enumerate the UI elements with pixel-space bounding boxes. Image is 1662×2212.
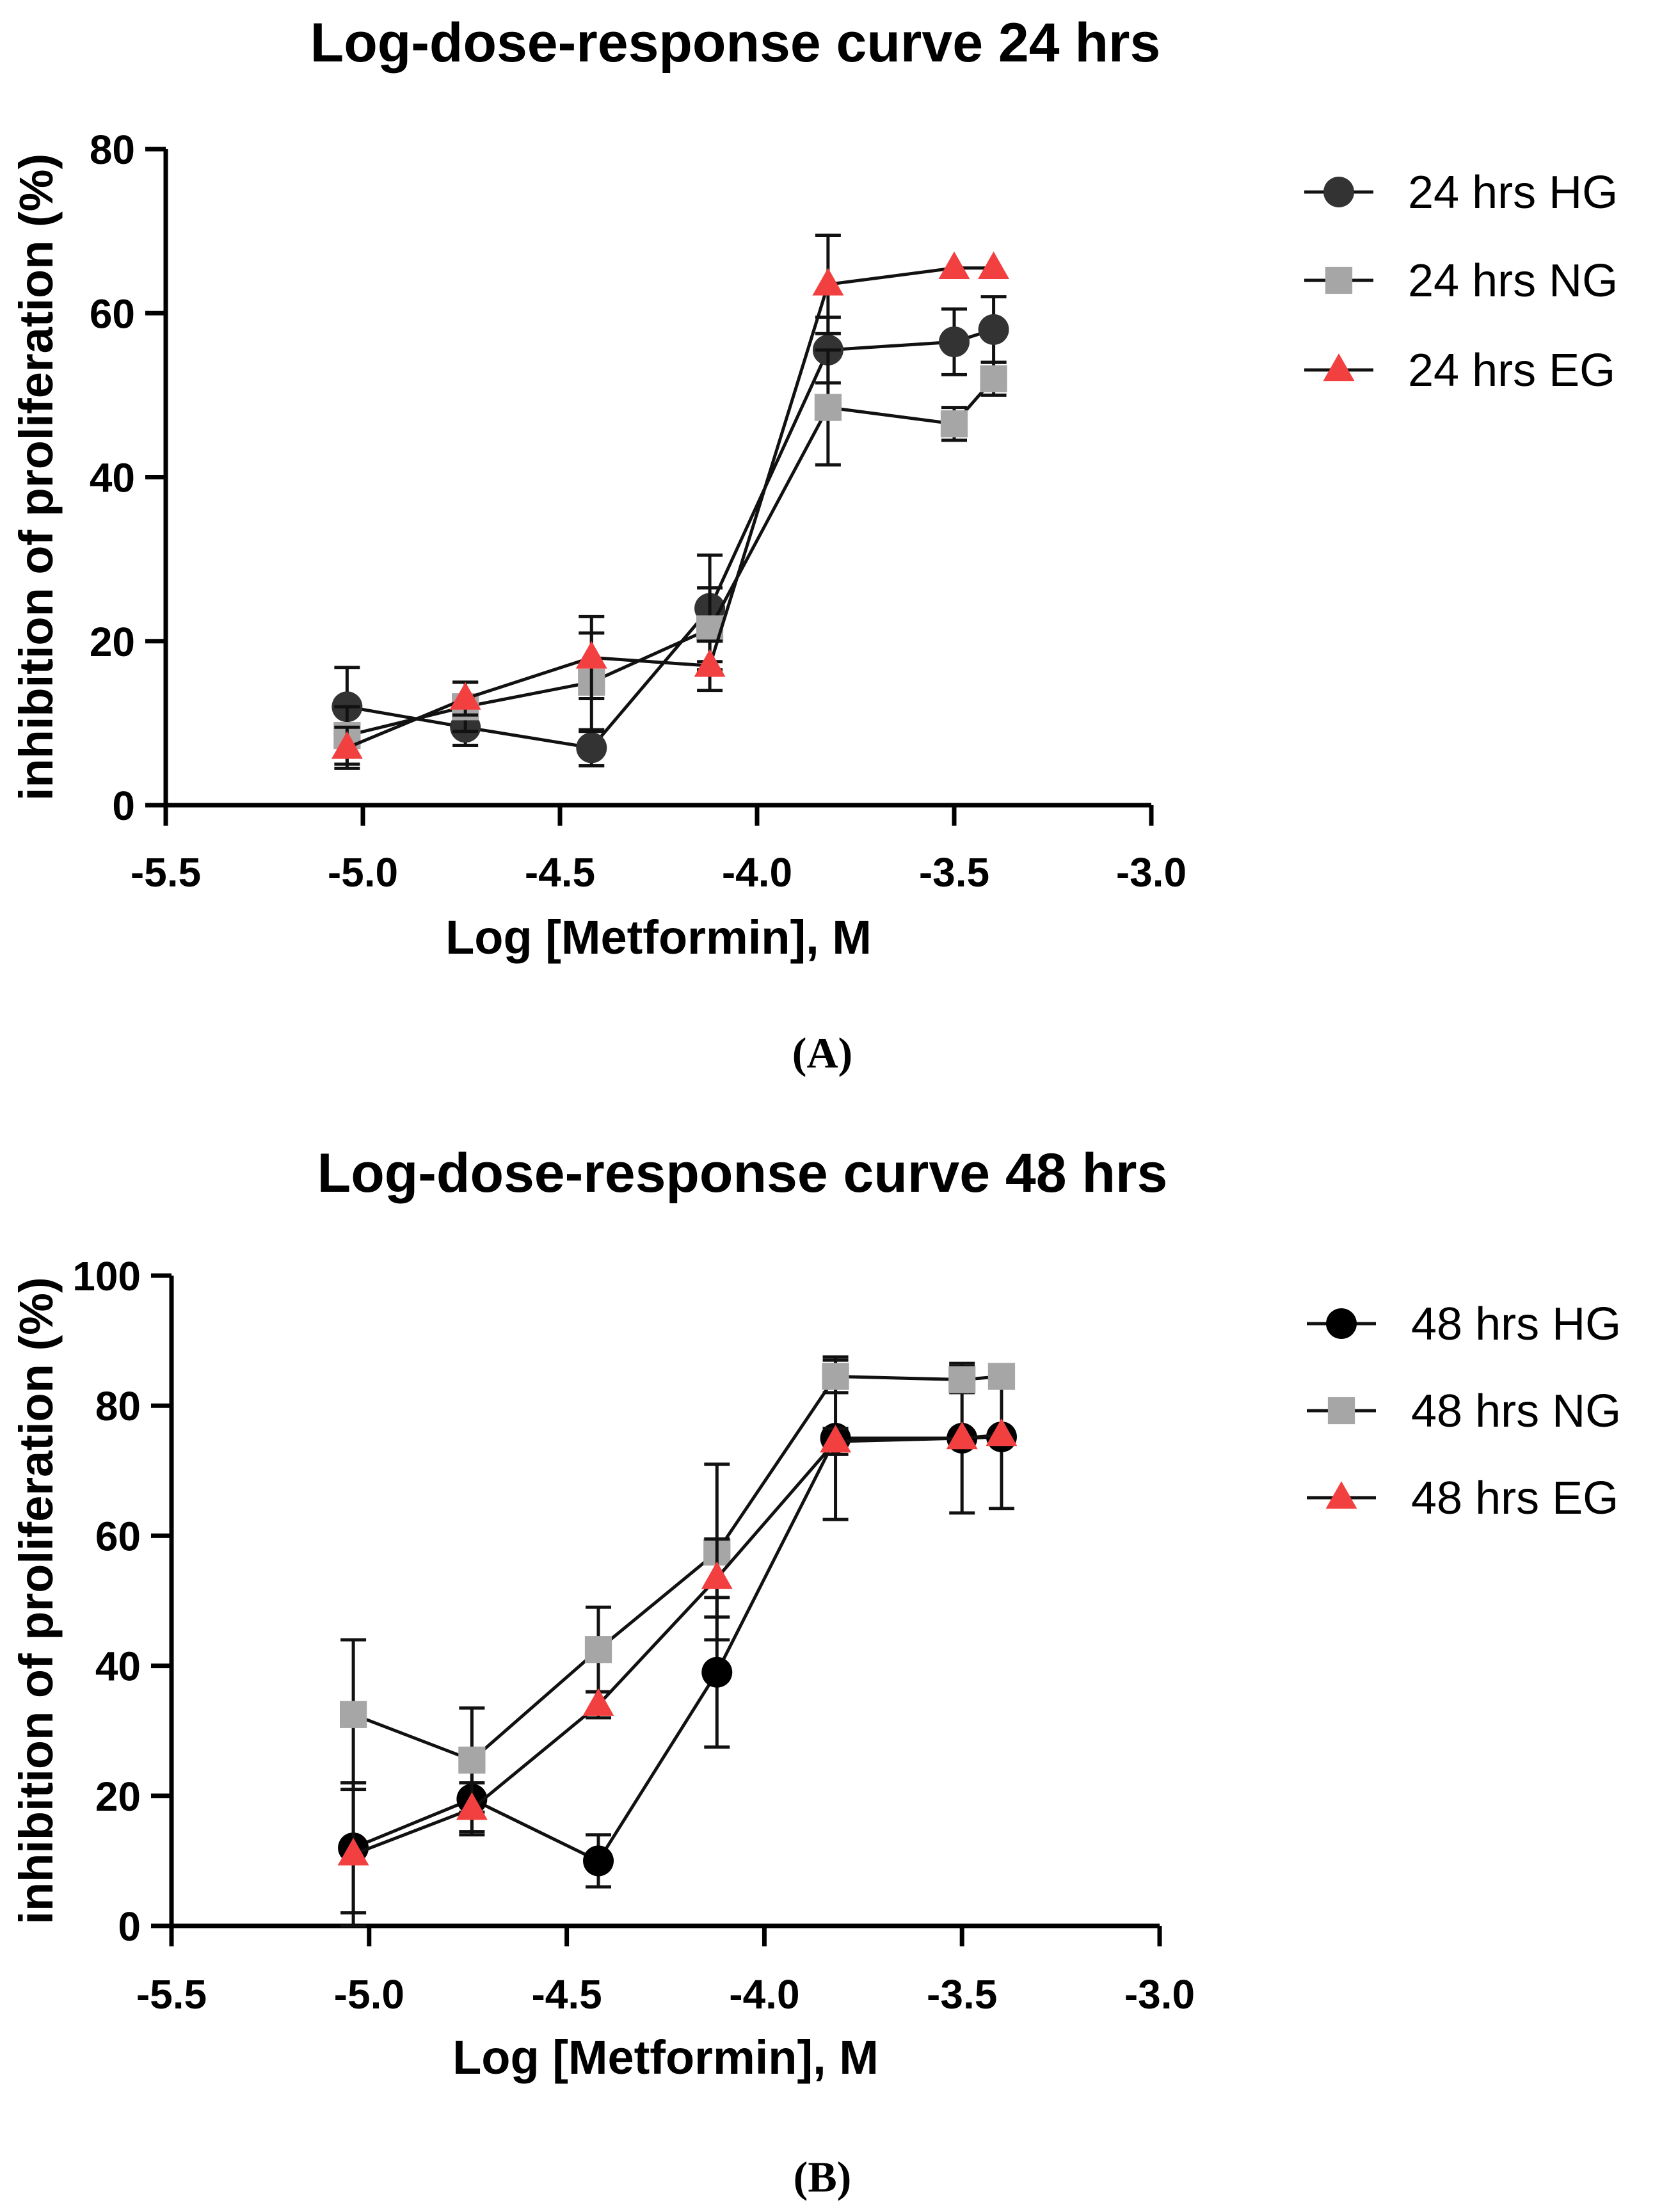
x-tick-label: -5.5 <box>136 1971 207 2017</box>
legend-label: 24 hrs HG <box>1408 167 1618 218</box>
x-tick-label: -3.0 <box>1116 849 1187 895</box>
data-point <box>978 251 1010 280</box>
data-point <box>449 682 481 710</box>
x-axis-label: Log [Metformin], M <box>452 2031 879 2084</box>
x-tick-label: -4.5 <box>525 849 595 895</box>
x-tick-label: -3.5 <box>927 1971 997 2017</box>
data-point <box>576 732 607 764</box>
legend-label: 24 hrs NG <box>1408 255 1618 307</box>
legend-item: 24 hrs NG <box>1304 255 1618 307</box>
legend-item: 48 hrs NG <box>1307 1386 1621 1437</box>
legend-item: 48 hrs HG <box>1307 1299 1621 1350</box>
data-point <box>694 649 726 677</box>
data-point <box>814 394 842 421</box>
data-point <box>948 1366 976 1393</box>
y-tick-label: 100 <box>72 1253 141 1299</box>
series-48-hrs-ng <box>339 1358 1016 1814</box>
series-line <box>353 1435 1002 1863</box>
y-tick-label: 40 <box>95 1644 141 1690</box>
data-point <box>458 1746 486 1774</box>
series-line <box>353 1374 1002 1762</box>
y-tick-label: 20 <box>90 619 135 665</box>
x-tick-label: -4.5 <box>531 1971 602 2017</box>
x-tick-label: -3.0 <box>1124 1971 1195 2017</box>
x-tick-label: -3.5 <box>919 849 989 895</box>
data-point <box>701 1561 733 1589</box>
data-point <box>701 1656 733 1688</box>
y-tick-label: 80 <box>95 1383 141 1429</box>
legend-label: 48 hrs HG <box>1411 1299 1621 1350</box>
data-point <box>339 1701 367 1728</box>
data-point <box>812 268 844 296</box>
series-48-hrs-eg <box>337 1418 1018 1928</box>
x-tick-label: -4.0 <box>722 849 792 895</box>
legend-marker <box>1323 177 1354 207</box>
data-point <box>938 251 970 280</box>
y-tick-label: 60 <box>95 1513 141 1559</box>
series-line <box>353 1433 1002 1856</box>
data-point <box>940 410 968 438</box>
legend-label: 48 hrs EG <box>1411 1473 1618 1524</box>
y-tick-label: 0 <box>118 1903 141 1950</box>
x-tick-label: -5.0 <box>334 1971 404 2017</box>
data-point <box>584 1636 612 1663</box>
x-tick-label: -5.5 <box>131 849 201 895</box>
y-tick-label: 80 <box>90 127 135 173</box>
legend-label: 24 hrs EG <box>1408 345 1615 396</box>
legend-marker <box>1326 1308 1357 1339</box>
data-point <box>987 1363 1016 1390</box>
data-point <box>986 1418 1018 1447</box>
series-line <box>346 266 994 749</box>
y-tick-label: 0 <box>112 783 135 829</box>
legend-item: 24 hrs EG <box>1304 345 1615 396</box>
data-point <box>820 1425 852 1453</box>
legend-marker <box>1327 1397 1355 1425</box>
panel-label: (B) <box>794 2152 852 2201</box>
legend-item: 24 hrs HG <box>1304 167 1618 218</box>
data-point <box>337 1838 369 1866</box>
x-axis-label: Log [Metformin], M <box>445 911 872 964</box>
chart-panel-a: Log-dose-response curve 24 hrs 0 20 40 60 80 -… <box>10 12 1618 1077</box>
chart-panel-b: Log-dose-response curve 48 hrs 0 20 40 60 80 1… <box>10 1142 1621 2201</box>
x-tick-label: -5.0 <box>328 849 398 895</box>
series-line <box>346 328 995 750</box>
data-point <box>582 1688 614 1716</box>
y-axis-label: inhibition of proliferation (%) <box>10 1277 63 1924</box>
legend-marker <box>1323 353 1355 381</box>
chart-title: Log-dose-response curve 48 hrs <box>317 1142 1168 1204</box>
data-point <box>575 641 607 669</box>
data-point <box>980 365 1007 392</box>
y-axis-label: inhibition of proliferation (%) <box>10 154 63 801</box>
y-tick-label: 40 <box>90 455 135 501</box>
data-point <box>822 1363 849 1390</box>
data-point <box>978 314 1009 345</box>
series-24-hrs-eg <box>331 234 1010 770</box>
data-point <box>939 326 970 358</box>
data-point <box>331 731 363 759</box>
data-point <box>583 1845 614 1877</box>
chart-title: Log-dose-response curve 24 hrs <box>310 12 1161 74</box>
series-24-hrs-hg <box>332 295 1009 767</box>
data-point <box>946 1422 978 1450</box>
y-tick-label: 60 <box>90 291 135 337</box>
legend-marker <box>1325 1481 1357 1509</box>
data-point <box>456 1792 488 1820</box>
x-tick-label: -4.0 <box>729 1971 799 2017</box>
legend-marker <box>1325 266 1353 294</box>
y-tick-label: 20 <box>95 1774 141 1820</box>
legend-item: 48 hrs EG <box>1307 1473 1618 1524</box>
panel-label: (A) <box>792 1029 852 1077</box>
legend-label: 48 hrs NG <box>1411 1386 1621 1437</box>
series-line <box>346 378 995 737</box>
series-24-hrs-ng <box>333 348 1007 766</box>
